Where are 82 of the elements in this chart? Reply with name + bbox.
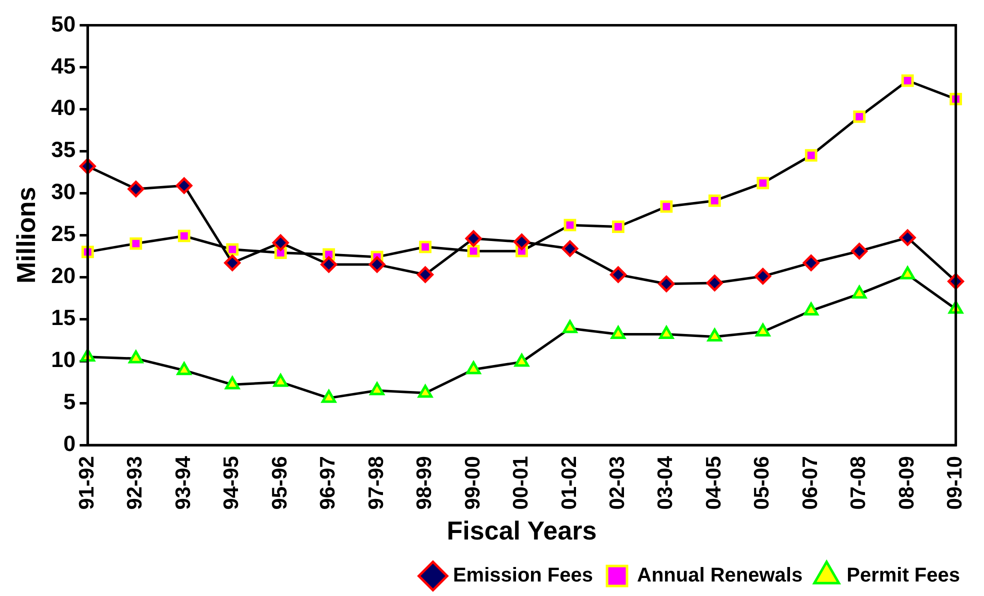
point: [178, 230, 190, 242]
legend-label: Annual Renewals: [637, 564, 803, 587]
x-tick-label: 96-97: [316, 456, 340, 510]
y-tick-label: 25: [51, 221, 76, 246]
point: [564, 218, 576, 232]
y-tick-label: 50: [51, 11, 76, 36]
x-tick-label: 97-98: [364, 456, 388, 510]
point: [322, 390, 336, 403]
point: [804, 149, 818, 162]
point: [610, 326, 626, 339]
point: [225, 376, 240, 390]
x-tick-label: 07-08: [847, 456, 870, 510]
point: [513, 234, 530, 250]
x-tick-label: 00-01: [510, 456, 533, 510]
legend-label: Permit Fees: [846, 564, 960, 587]
point: [465, 230, 482, 247]
y-tick-label: 15: [51, 305, 76, 330]
y-tick-label: 10: [51, 347, 76, 372]
point: [802, 254, 820, 272]
legend-label: Emission Fees: [452, 564, 594, 587]
point: [176, 362, 192, 376]
point: [901, 74, 914, 87]
x-tick-label: 04-05: [702, 456, 726, 510]
point: [900, 266, 915, 280]
point: [756, 176, 770, 190]
point: [562, 240, 578, 257]
point: [176, 177, 192, 194]
point: [467, 244, 480, 258]
x-tick-label: 05-06: [750, 456, 774, 510]
point: [610, 266, 626, 283]
point: [899, 229, 916, 246]
x-tick-label: 92-93: [124, 456, 147, 510]
x-tick-label: 94-95: [220, 456, 244, 510]
y-tick-label: 45: [51, 53, 76, 78]
y-tick-label: 0: [63, 431, 76, 456]
point: [658, 276, 675, 292]
point: [128, 350, 144, 364]
x-tick-label: 09-10: [944, 456, 967, 510]
y-tick-label: 35: [51, 137, 76, 162]
point: [562, 320, 578, 334]
point: [853, 110, 866, 123]
point: [419, 240, 432, 254]
point: [320, 256, 338, 273]
point: [224, 254, 241, 272]
point: [756, 323, 770, 336]
point: [128, 180, 144, 198]
point: [851, 242, 868, 260]
point: [660, 200, 673, 213]
point: [612, 220, 624, 233]
point: [272, 234, 289, 251]
x-tick-label: 03-04: [654, 456, 678, 510]
x-tick-label: 01-02: [558, 456, 581, 510]
point: [417, 266, 434, 283]
point: [370, 382, 384, 396]
point: [659, 326, 674, 339]
x-tick-label: 08-09: [895, 456, 918, 510]
x-tick-label: 06-07: [798, 456, 822, 510]
y-tick-label: 40: [51, 95, 76, 120]
point: [418, 384, 433, 398]
point: [706, 274, 723, 292]
point: [368, 256, 386, 273]
point: [226, 243, 239, 256]
y-tick-label: 5: [63, 389, 76, 414]
point: [130, 237, 142, 250]
point: [514, 354, 530, 367]
point: [852, 286, 867, 299]
x-tick-label: 91-92: [75, 456, 98, 510]
x-axis-title: Fiscal Years: [446, 516, 597, 546]
point: [707, 328, 722, 342]
x-tick-label: 93-94: [172, 456, 195, 510]
x-tick-label: 95-96: [268, 456, 292, 510]
x-tick-label: 98-99: [413, 456, 436, 510]
y-tick-label: 20: [51, 263, 76, 288]
point: [273, 374, 288, 387]
x-tick-label: 02-03: [606, 456, 629, 510]
y-axis-title: Millions: [10, 186, 41, 284]
point: [754, 268, 772, 285]
point: [466, 361, 481, 374]
point: [708, 194, 721, 207]
x-tick-label: 99-00: [461, 456, 484, 510]
point: [804, 302, 818, 316]
y-tick-label: 30: [51, 179, 76, 204]
